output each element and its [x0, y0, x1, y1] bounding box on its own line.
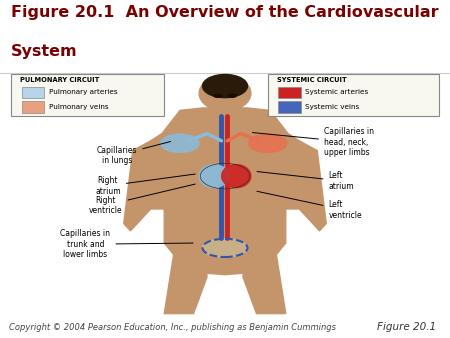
- Bar: [278, 101, 301, 113]
- Ellipse shape: [214, 94, 222, 97]
- Text: Pulmonary arteries: Pulmonary arteries: [49, 89, 117, 95]
- Text: Right
atrium: Right atrium: [95, 174, 195, 195]
- Text: Systemic veins: Systemic veins: [305, 104, 360, 110]
- Ellipse shape: [202, 239, 248, 257]
- Text: Systemic arteries: Systemic arteries: [305, 89, 369, 95]
- Polygon shape: [124, 141, 164, 231]
- Polygon shape: [164, 243, 207, 314]
- Bar: [212, 95, 238, 111]
- Text: Capillaries in
trunk and
lower limbs: Capillaries in trunk and lower limbs: [60, 230, 193, 259]
- Text: PULMONARY CIRCUIT: PULMONARY CIRCUIT: [20, 77, 99, 83]
- Text: Pulmonary veins: Pulmonary veins: [49, 104, 108, 110]
- Polygon shape: [151, 108, 299, 209]
- Text: Capillaries
in lungs: Capillaries in lungs: [97, 142, 171, 165]
- Text: Copyright © 2004 Pearson Education, Inc., publishing as Benjamin Cummings: Copyright © 2004 Pearson Education, Inc.…: [9, 323, 336, 332]
- Text: Capillaries in
head, neck,
upper limbs: Capillaries in head, neck, upper limbs: [252, 127, 374, 157]
- Text: SYSTEMIC CIRCUIT: SYSTEMIC CIRCUIT: [277, 77, 346, 83]
- Text: Left
ventricle: Left ventricle: [257, 191, 362, 220]
- Polygon shape: [286, 141, 326, 231]
- Bar: [22, 101, 44, 113]
- Ellipse shape: [199, 165, 228, 188]
- Ellipse shape: [228, 94, 236, 97]
- Text: Right
ventricle: Right ventricle: [89, 184, 195, 215]
- Ellipse shape: [248, 134, 287, 152]
- Ellipse shape: [202, 74, 248, 98]
- Text: System: System: [11, 44, 78, 59]
- Text: Figure 20.1: Figure 20.1: [378, 322, 436, 332]
- FancyBboxPatch shape: [268, 74, 439, 117]
- FancyBboxPatch shape: [11, 74, 164, 117]
- Polygon shape: [164, 209, 286, 275]
- Text: Left
atrium: Left atrium: [257, 171, 354, 191]
- Polygon shape: [243, 243, 286, 314]
- Bar: [278, 87, 301, 98]
- Ellipse shape: [161, 134, 199, 152]
- Bar: [22, 87, 44, 98]
- Text: Figure 20.1  An Overview of the Cardiovascular: Figure 20.1 An Overview of the Cardiovas…: [11, 5, 439, 20]
- Ellipse shape: [221, 165, 251, 188]
- Ellipse shape: [199, 76, 251, 111]
